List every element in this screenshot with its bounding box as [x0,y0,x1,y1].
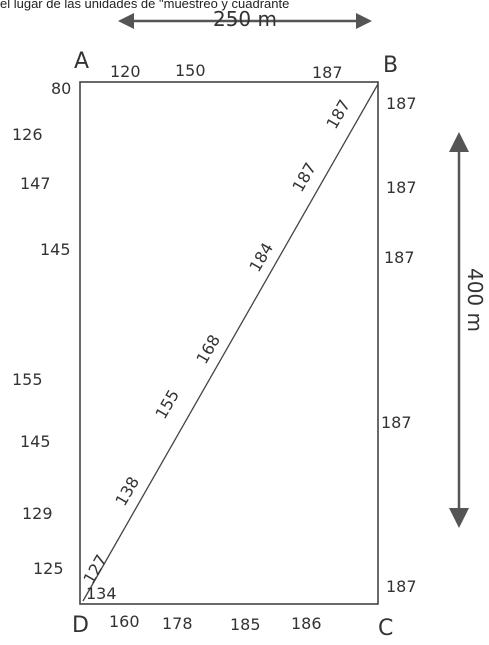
left-value: 147 [20,174,51,193]
width-arrow [118,13,372,29]
diagonal-value: 134 [86,584,117,603]
bottom-value: 186 [291,614,322,633]
right-value: 187 [386,178,417,197]
diagonal-value: 187 [322,96,354,132]
bottom-value: 178 [162,614,193,633]
top-value: 120 [110,62,141,81]
right-value: 187 [386,577,417,596]
left-value: 129 [22,504,53,523]
top-value: 150 [175,61,206,80]
right-value: 187 [386,94,417,113]
corner-D: D [72,613,89,638]
diagonal-value: 127 [79,551,111,587]
height-dimension-label: 400 m [463,268,487,332]
top-value: 187 [312,63,343,82]
diagonal-value: 155 [151,386,183,422]
left-value: 125 [33,559,64,578]
left-value: 126 [12,125,43,144]
right-value: 187 [381,413,412,432]
plot-rectangle [79,81,379,605]
bottom-value: 185 [230,615,261,634]
top-value: 80 [51,79,71,98]
left-value: 145 [40,240,71,259]
corner-C: C [378,616,393,641]
height-arrow [449,132,469,528]
width-dimension-label: 250 m [213,7,277,31]
page-caption: el lugar de las unidades de "muestreo y … [0,0,290,11]
bottom-value: 160 [109,612,140,631]
corner-A: A [74,49,89,74]
right-value: 187 [384,248,415,267]
corner-B: B [383,53,398,78]
plot-diagonal [82,83,379,602]
left-value: 155 [12,370,43,389]
diagonal-value: 187 [288,159,320,195]
left-value: 145 [20,432,51,451]
